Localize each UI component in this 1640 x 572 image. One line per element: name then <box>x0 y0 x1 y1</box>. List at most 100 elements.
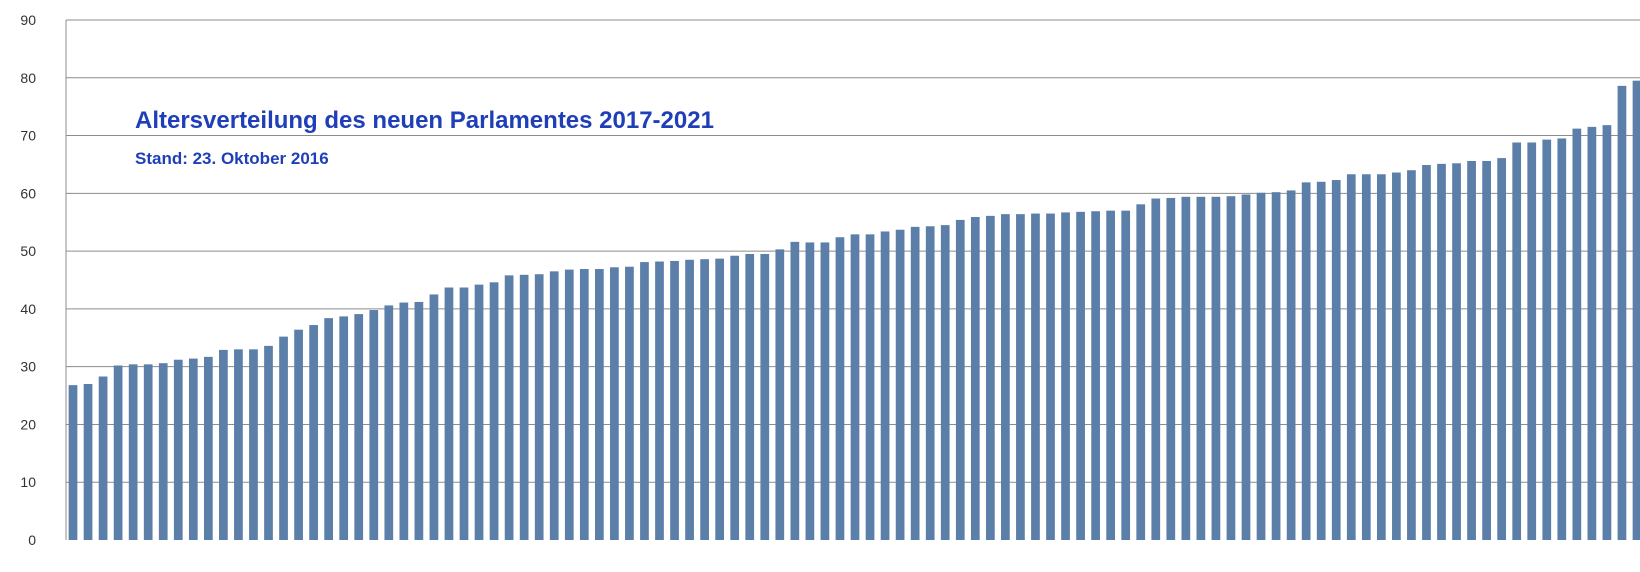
bar <box>1497 158 1507 541</box>
bar <box>985 215 995 540</box>
bar <box>835 237 845 540</box>
bar <box>670 260 679 540</box>
bar <box>143 364 153 540</box>
bar <box>1331 180 1341 541</box>
bar <box>640 262 649 540</box>
bar <box>158 363 168 540</box>
bar <box>1106 210 1116 540</box>
bar <box>700 259 709 540</box>
bar <box>685 259 694 540</box>
bar <box>925 226 935 540</box>
bar <box>730 255 740 540</box>
bar <box>489 282 499 540</box>
bar <box>970 217 980 540</box>
bar <box>1226 196 1236 540</box>
bar <box>745 254 755 540</box>
bar <box>354 314 364 540</box>
bar <box>1527 142 1537 540</box>
bar <box>414 301 424 540</box>
bar <box>98 376 108 540</box>
bar <box>1407 170 1416 540</box>
bar <box>1241 194 1251 540</box>
bar <box>294 329 303 540</box>
bar <box>1572 128 1582 540</box>
bar <box>1076 211 1085 541</box>
bar <box>955 219 965 540</box>
bar <box>775 249 785 540</box>
y-tick-label: 30 <box>20 359 36 375</box>
bar <box>1136 204 1146 541</box>
bar <box>1361 174 1371 540</box>
bar <box>1482 160 1491 540</box>
bar <box>655 261 664 540</box>
bar <box>880 231 890 540</box>
bar <box>1046 213 1055 541</box>
bar <box>1211 196 1221 541</box>
y-tick-label: 0 <box>28 532 36 548</box>
bar <box>895 229 905 540</box>
bar <box>1196 196 1206 541</box>
y-tick-label: 40 <box>20 301 36 317</box>
y-tick-label: 70 <box>20 128 36 144</box>
bar <box>1557 138 1567 540</box>
bar <box>83 384 93 540</box>
bar <box>1316 181 1326 540</box>
bar <box>1166 197 1176 540</box>
bar <box>594 269 604 540</box>
bar <box>384 305 394 540</box>
bar <box>610 267 619 540</box>
bar <box>68 385 78 540</box>
bar <box>1016 214 1025 540</box>
bar <box>790 241 800 540</box>
bar <box>1422 165 1431 540</box>
bar <box>324 318 334 540</box>
bar <box>1151 198 1161 541</box>
bar <box>188 358 198 540</box>
bar <box>1121 210 1131 540</box>
bar <box>1587 126 1597 540</box>
bar <box>1376 174 1386 540</box>
bar <box>1271 192 1281 540</box>
chart-subtitle: Stand: 23. Oktober 2016 <box>135 149 329 168</box>
bar <box>865 234 875 540</box>
bar <box>1091 211 1100 540</box>
bar <box>805 242 815 540</box>
bar <box>534 274 544 540</box>
bar <box>940 225 950 540</box>
bar <box>369 310 379 540</box>
bar <box>1346 174 1356 540</box>
bar <box>1031 213 1040 541</box>
y-axis-tick-labels: 0 10 20 30 40 50 60 70 80 90 <box>20 12 36 548</box>
bar <box>1181 196 1191 541</box>
y-tick-label: 20 <box>20 416 36 432</box>
bar <box>1602 125 1612 541</box>
bar <box>519 274 529 540</box>
bar <box>234 349 243 540</box>
bars <box>68 80 1640 541</box>
bar <box>850 234 860 540</box>
bar <box>173 359 183 540</box>
bar <box>1286 190 1296 540</box>
bar <box>1392 172 1401 541</box>
bar <box>1542 139 1552 540</box>
bar <box>399 302 409 540</box>
bar <box>339 316 349 540</box>
y-tick-label: 90 <box>20 12 36 28</box>
bar <box>579 269 589 540</box>
bar <box>264 345 273 540</box>
bar <box>1632 80 1640 541</box>
bar <box>459 287 469 540</box>
bar <box>1467 160 1476 540</box>
bar <box>203 356 213 540</box>
bar <box>1617 85 1627 540</box>
bar <box>1437 163 1446 540</box>
bar <box>1512 142 1522 540</box>
bar <box>715 258 725 540</box>
bar <box>1256 192 1266 540</box>
bar <box>128 364 138 540</box>
bar <box>549 271 559 540</box>
bar <box>249 349 258 540</box>
bar <box>113 365 123 540</box>
bar <box>219 349 228 540</box>
